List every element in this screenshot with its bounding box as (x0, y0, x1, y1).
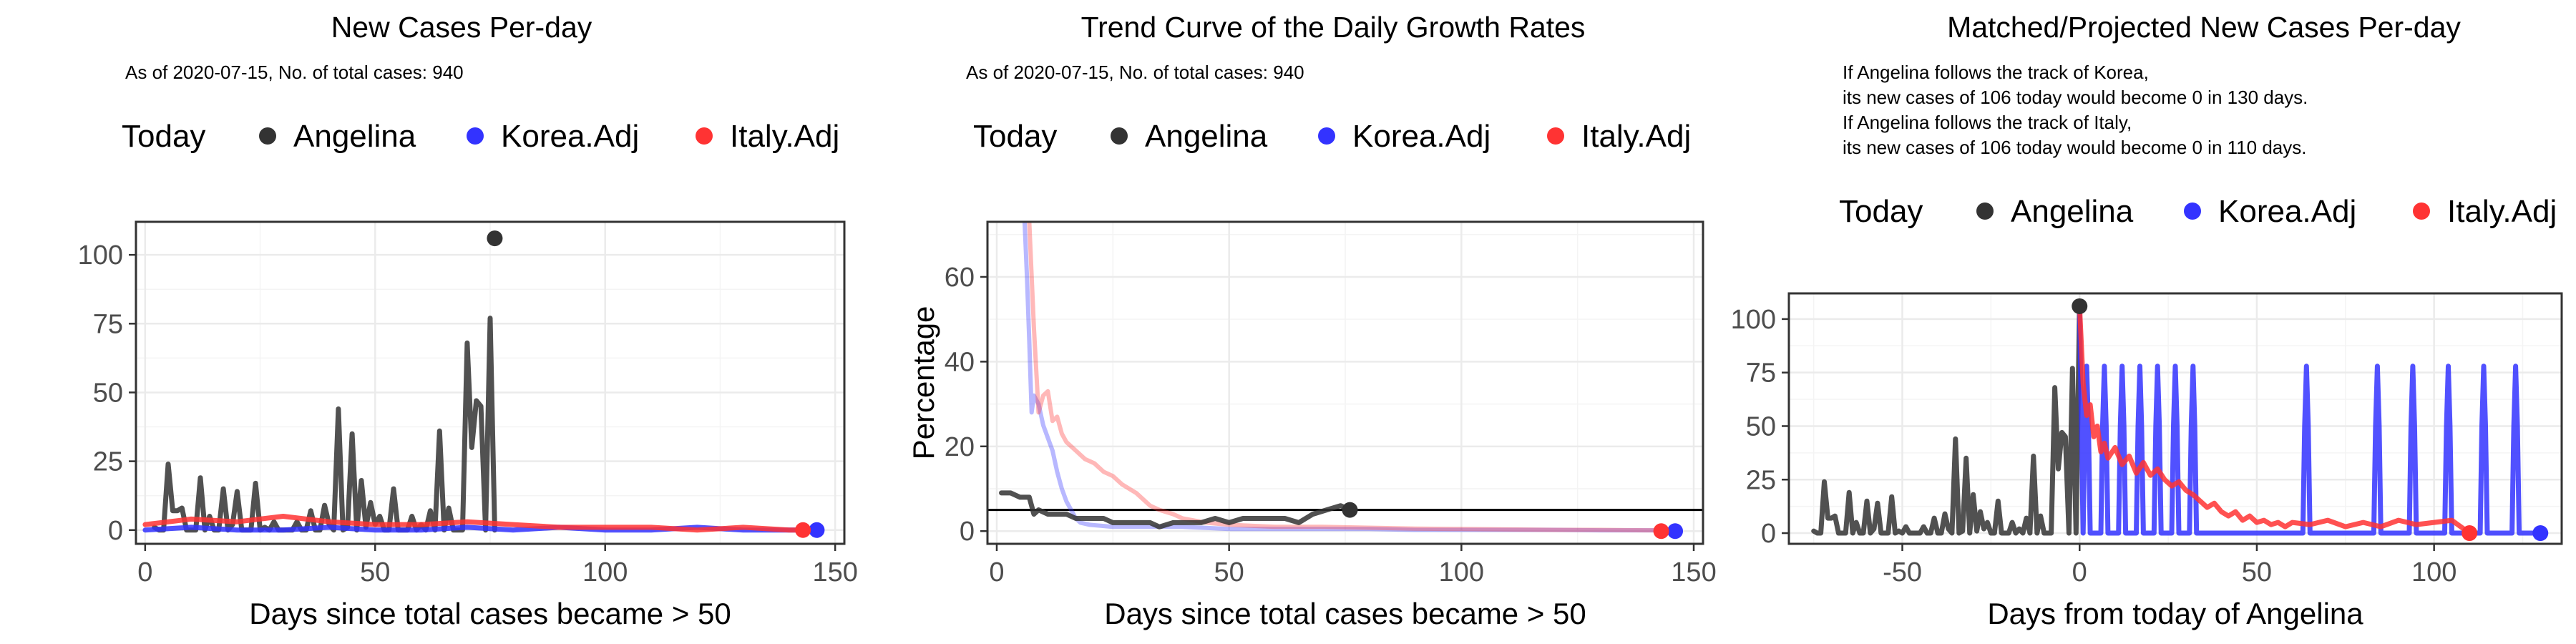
chart-title: Matched/Projected New Cases Per-day (1947, 11, 2461, 44)
x-axis-title: Days from today of Angelina (1987, 597, 2363, 630)
legend-label: Korea.Adj (501, 119, 639, 154)
x-tick-label: -50 (1883, 557, 1922, 587)
y-tick-label: 75 (1746, 358, 1776, 389)
legend-label: Korea.Adj (1352, 119, 1491, 154)
x-tick-label: 50 (1214, 557, 1244, 587)
legend-label: Angelina (2011, 194, 2134, 229)
legend-marker (1547, 127, 1564, 145)
legend-label: Angelina (293, 119, 416, 154)
y-tick-label: 60 (945, 263, 975, 293)
x-tick-label: 100 (582, 557, 628, 587)
series-end-point-korea-adj (1667, 523, 1684, 540)
x-tick-label: 100 (1439, 557, 1484, 587)
chart-subtitle: If Angelina follows the track of Italy, (1843, 112, 2132, 133)
chart-panel-2: Trend Curve of the Daily Growth Rates As … (907, 11, 1717, 630)
x-tick-label: 0 (2072, 557, 2087, 587)
legend-marker (467, 127, 484, 145)
legend-label: Today (973, 119, 1057, 154)
x-tick-label: 150 (1671, 557, 1716, 587)
plot-border (1787, 292, 2563, 545)
series-end-point-italy-adj (2462, 525, 2478, 542)
y-tick-label: 40 (945, 347, 975, 377)
series-line-italy-adj (1027, 222, 1664, 533)
legend-marker (2413, 203, 2430, 220)
plot-border (135, 220, 846, 545)
series-line-italy-adj (142, 514, 806, 533)
x-axis-title: Days since total cases became > 50 (1104, 597, 1586, 630)
plot-border (986, 220, 1704, 545)
series-end-point-italy-adj (795, 522, 811, 538)
series-end-point-angelina (487, 230, 503, 247)
chart-subtitle: its new cases of 106 today would become … (1843, 137, 2306, 158)
legend-label: Today (1839, 194, 1923, 229)
legend-marker (259, 127, 276, 145)
series-end-point-italy-adj (1653, 523, 1669, 540)
x-tick-label: 0 (989, 557, 1004, 587)
chart-subtitle: If Angelina follows the track of Korea, (1843, 62, 2149, 83)
series-end-point-korea-adj (809, 522, 825, 538)
x-tick-label: 100 (2411, 557, 2457, 587)
y-tick-label: 25 (93, 447, 123, 477)
legend-marker (2184, 203, 2201, 220)
series-line-korea-adj (1022, 222, 1677, 533)
legend-label: Italy.Adj (730, 119, 839, 154)
chart-panel-1: New Cases Per-day As of 2020-07-15, No. o… (78, 11, 858, 630)
series-line-korea-adj (2077, 303, 2543, 536)
series-group (1811, 303, 2543, 536)
y-tick-label: 100 (1731, 305, 1776, 335)
legend-label: Korea.Adj (2218, 194, 2356, 229)
y-tick-label: 50 (93, 378, 123, 408)
y-tick-label: 0 (960, 517, 975, 547)
legend-label: Today (122, 119, 205, 154)
chart-title: New Cases Per-day (331, 11, 592, 44)
y-axis-title: Percentage (907, 306, 940, 460)
y-tick-label: 50 (1746, 411, 1776, 441)
series-line-angelina (1811, 303, 2082, 536)
series-end-point-angelina (2072, 298, 2088, 314)
series-end-point-angelina (1342, 502, 1358, 518)
legend-label: Italy.Adj (2447, 194, 2557, 229)
chart-subtitle: As of 2020-07-15, No. of total cases: 94… (125, 62, 464, 83)
y-tick-label: 25 (1746, 465, 1776, 495)
x-tick-label: 0 (137, 557, 152, 587)
x-tick-label: 150 (812, 557, 857, 587)
series-line-angelina (999, 490, 1352, 530)
legend-marker (1111, 127, 1128, 145)
chart-subtitle: its new cases of 106 today would become … (1843, 87, 2308, 108)
x-axis-title: Days since total cases became > 50 (249, 597, 731, 630)
y-tick-label: 20 (945, 432, 975, 462)
legend-label: Angelina (1145, 119, 1268, 154)
y-tick-label: 100 (78, 240, 123, 270)
series-line-italy-adj (2077, 303, 2472, 536)
legend-marker (696, 127, 713, 145)
series-group (142, 316, 819, 533)
chart-title: Trend Curve of the Daily Growth Rates (1081, 11, 1586, 44)
legend-marker (1976, 203, 1994, 220)
chart-panel-3: Matched/Projected New Cases Per-day If An… (1731, 11, 2563, 630)
series-end-point-korea-adj (2532, 525, 2549, 542)
chart-subtitle: As of 2020-07-15, No. of total cases: 94… (966, 62, 1304, 83)
y-tick-label: 0 (108, 516, 123, 546)
x-tick-label: 50 (360, 557, 390, 587)
legend-label: Italy.Adj (1581, 119, 1691, 154)
legend-marker (1318, 127, 1335, 145)
y-tick-label: 0 (1761, 519, 1776, 549)
y-tick-label: 75 (93, 309, 123, 339)
x-tick-label: 50 (2242, 557, 2272, 587)
